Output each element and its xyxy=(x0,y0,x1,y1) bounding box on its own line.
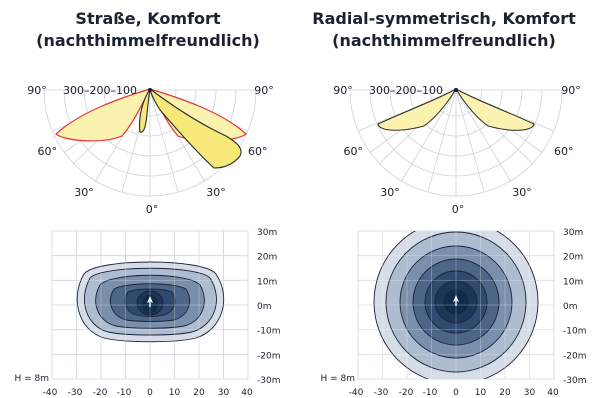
x-tick-right-4: 0 xyxy=(453,388,459,398)
polar-right-0: 0° xyxy=(452,203,465,216)
y-tick-left-4: -10m xyxy=(257,327,280,337)
x-tick-right-8: 40 xyxy=(547,388,559,398)
x-tick-right-6: 20 xyxy=(499,388,511,398)
y-tick-right-1: 20m xyxy=(563,253,583,263)
polar-right-90: 90° xyxy=(333,84,353,97)
x-tick-right-5: 10 xyxy=(475,388,487,398)
polar-right-30: 30° xyxy=(380,186,400,199)
y-tick-right-2: 10m xyxy=(563,277,583,287)
polar-left-0: 0° xyxy=(146,203,159,216)
isolux-grid-left-overlay xyxy=(76,262,224,344)
polar-left-60: 60° xyxy=(38,145,58,158)
y-tick-left-5: -20m xyxy=(257,351,280,361)
panel-right-title: Radial-symmetrisch, Komfort (nachthimmel… xyxy=(296,8,592,52)
polar-right-60-right: 60° xyxy=(554,145,574,158)
polar-diagram-left: 90° 90° 300–200–100 60° 60° 30° 30° 0° xyxy=(27,84,274,216)
polar-right-scale: 300–200–100 xyxy=(369,84,443,97)
x-tick-left-5: 10 xyxy=(169,388,181,398)
x-tick-left-0: -40 xyxy=(43,388,58,398)
y-tick-left-0: 30m xyxy=(257,228,277,238)
x-tick-right-2: -20 xyxy=(399,388,414,398)
luminaire-marker-right xyxy=(453,295,459,302)
panel-left-title-line2: (nachthimmelfreundlich) xyxy=(36,31,260,50)
polar-left-90-right: 90° xyxy=(254,84,274,97)
panel-left-title: Straße, Komfort (nachthimmelfreundlich) xyxy=(0,8,296,52)
y-tick-right-3: 0m xyxy=(563,302,578,312)
polar-left-30-right: 30° xyxy=(206,186,226,199)
x-tick-left-7: 30 xyxy=(218,388,230,398)
isolux-left-x-ticks: -40 -30 -20 -10 0 10 20 30 40 xyxy=(43,388,253,398)
x-tick-left-3: -10 xyxy=(117,388,132,398)
polar-origin-right xyxy=(454,88,458,92)
isolux-left-height: H = 8m xyxy=(14,374,49,384)
polar-left-scale: 300–200–100 xyxy=(63,84,137,97)
polar-left-90: 90° xyxy=(27,84,47,97)
luminaire-marker-left xyxy=(147,296,153,303)
polar-curve-red-left xyxy=(55,88,152,142)
x-tick-right-3: -10 xyxy=(423,388,438,398)
polar-right-90-right: 90° xyxy=(561,84,581,97)
polar-origin-left xyxy=(148,88,152,92)
x-tick-left-1: -30 xyxy=(68,388,83,398)
polar-curve-radial-right xyxy=(454,87,535,131)
isolux-left-y-ticks: 30m 20m 10m 0m -10m -20m -30m xyxy=(257,228,280,386)
y-tick-right-6: -30m xyxy=(563,376,586,386)
isolux-right-y-ticks: 30m 20m 10m 0m -10m -20m -30m xyxy=(563,228,586,386)
y-tick-left-1: 20m xyxy=(257,253,277,263)
polar-curve-yellow-main xyxy=(149,87,242,169)
isolux-diagram-right: H = 8m -40 -30 -20 -10 0 10 20 30 40 30m… xyxy=(320,228,586,398)
y-tick-right-5: -20m xyxy=(563,351,586,361)
luminaire-stem-right xyxy=(455,301,457,306)
x-tick-left-2: -20 xyxy=(93,388,108,398)
polar-curve-yellow-back xyxy=(139,88,151,133)
y-tick-left-3: 0m xyxy=(257,302,272,312)
polar-diagram-right: 90° 90° 300–200–100 60° 60° 30° 30° 0° xyxy=(333,84,581,216)
y-tick-right-0: 30m xyxy=(563,228,583,238)
polar-right-30-right: 30° xyxy=(512,186,532,199)
polar-curve-radial-left xyxy=(377,87,458,131)
isolux-diagram-left: H = 8m -40 -30 -20 -10 0 10 20 30 40 30m… xyxy=(14,228,280,398)
x-tick-right-0: -40 xyxy=(349,388,364,398)
panel-right-title-line2: (nachthimmelfreundlich) xyxy=(332,31,556,50)
polar-grid-right xyxy=(349,89,563,197)
x-tick-right-1: -30 xyxy=(374,388,389,398)
panel-right-title-line1: Radial-symmetrisch, Komfort xyxy=(312,9,576,28)
polar-right-60: 60° xyxy=(344,145,364,158)
y-tick-right-4: -10m xyxy=(563,327,586,337)
polar-left-60-right: 60° xyxy=(248,145,268,158)
y-tick-left-2: 10m xyxy=(257,277,277,287)
polar-left-30: 30° xyxy=(74,186,94,199)
x-tick-left-8: 40 xyxy=(241,388,253,398)
x-tick-right-7: 30 xyxy=(524,388,536,398)
isolux-right-x-ticks: -40 -30 -20 -10 0 10 20 30 40 xyxy=(349,388,559,398)
x-tick-left-4: 0 xyxy=(147,388,153,398)
panel-left-title-line1: Straße, Komfort xyxy=(75,9,221,28)
y-tick-left-6: -30m xyxy=(257,376,280,386)
isolux-right-height: H = 8m xyxy=(320,374,355,384)
x-tick-left-6: 20 xyxy=(193,388,205,398)
luminaire-stem-left xyxy=(149,302,151,307)
